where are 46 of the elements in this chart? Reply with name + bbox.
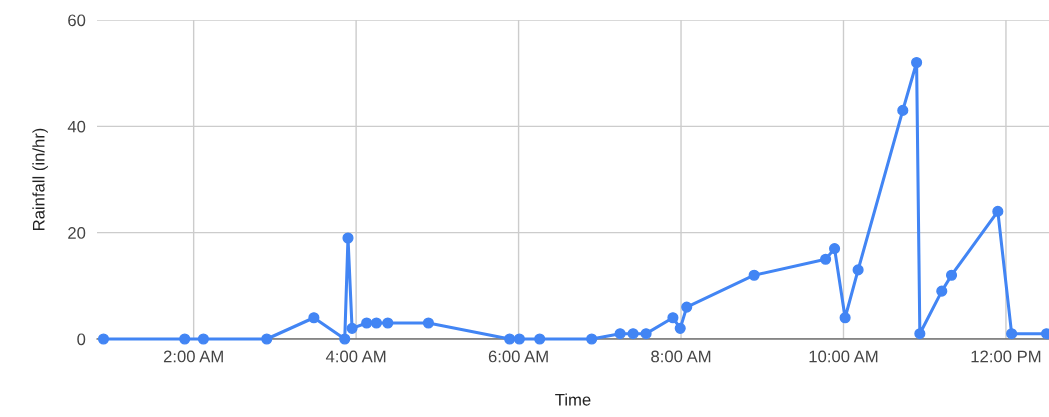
point (674, 322, 686, 334)
point (681, 301, 693, 313)
y-tick-label: 0 (77, 333, 86, 346)
point (97, 333, 110, 345)
y-tick-label: 60 (68, 14, 86, 27)
y-tick-label: 20 (68, 227, 86, 239)
x-axis-title: Time (555, 393, 591, 406)
point (829, 243, 841, 255)
point (640, 328, 652, 340)
point (839, 312, 851, 324)
point (179, 333, 191, 345)
x-tick-label: 10:00 AM (809, 350, 878, 363)
point (342, 232, 354, 244)
point (852, 264, 864, 276)
point (945, 269, 958, 281)
point (897, 104, 909, 116)
point (914, 328, 926, 340)
point (197, 333, 209, 345)
y-tick-label: 40 (67, 120, 86, 133)
point (361, 317, 373, 329)
x-tick-label: 6:00 AM (488, 350, 548, 363)
y-axis-title: Rainfall (in/hr) (32, 128, 48, 230)
point (346, 322, 358, 334)
point (513, 333, 525, 345)
point (382, 317, 394, 329)
point (614, 328, 626, 340)
point (308, 312, 320, 324)
x-tick-label: 4:00 AM (325, 350, 386, 363)
point (261, 333, 273, 345)
point (667, 312, 679, 324)
point (504, 333, 516, 345)
point (911, 56, 923, 69)
x-tick-label: 2:00 AM (163, 350, 223, 363)
x-tick-label: 8:00 AM (651, 350, 711, 363)
point (627, 328, 639, 340)
point (820, 253, 832, 265)
point (936, 285, 948, 297)
point (586, 333, 598, 345)
point (748, 269, 760, 281)
point (992, 205, 1004, 217)
point (534, 333, 546, 345)
point (339, 333, 351, 345)
point (370, 317, 382, 329)
point (1006, 328, 1018, 340)
x-tick-label: 12:00 PM (971, 350, 1041, 363)
point (422, 317, 434, 329)
